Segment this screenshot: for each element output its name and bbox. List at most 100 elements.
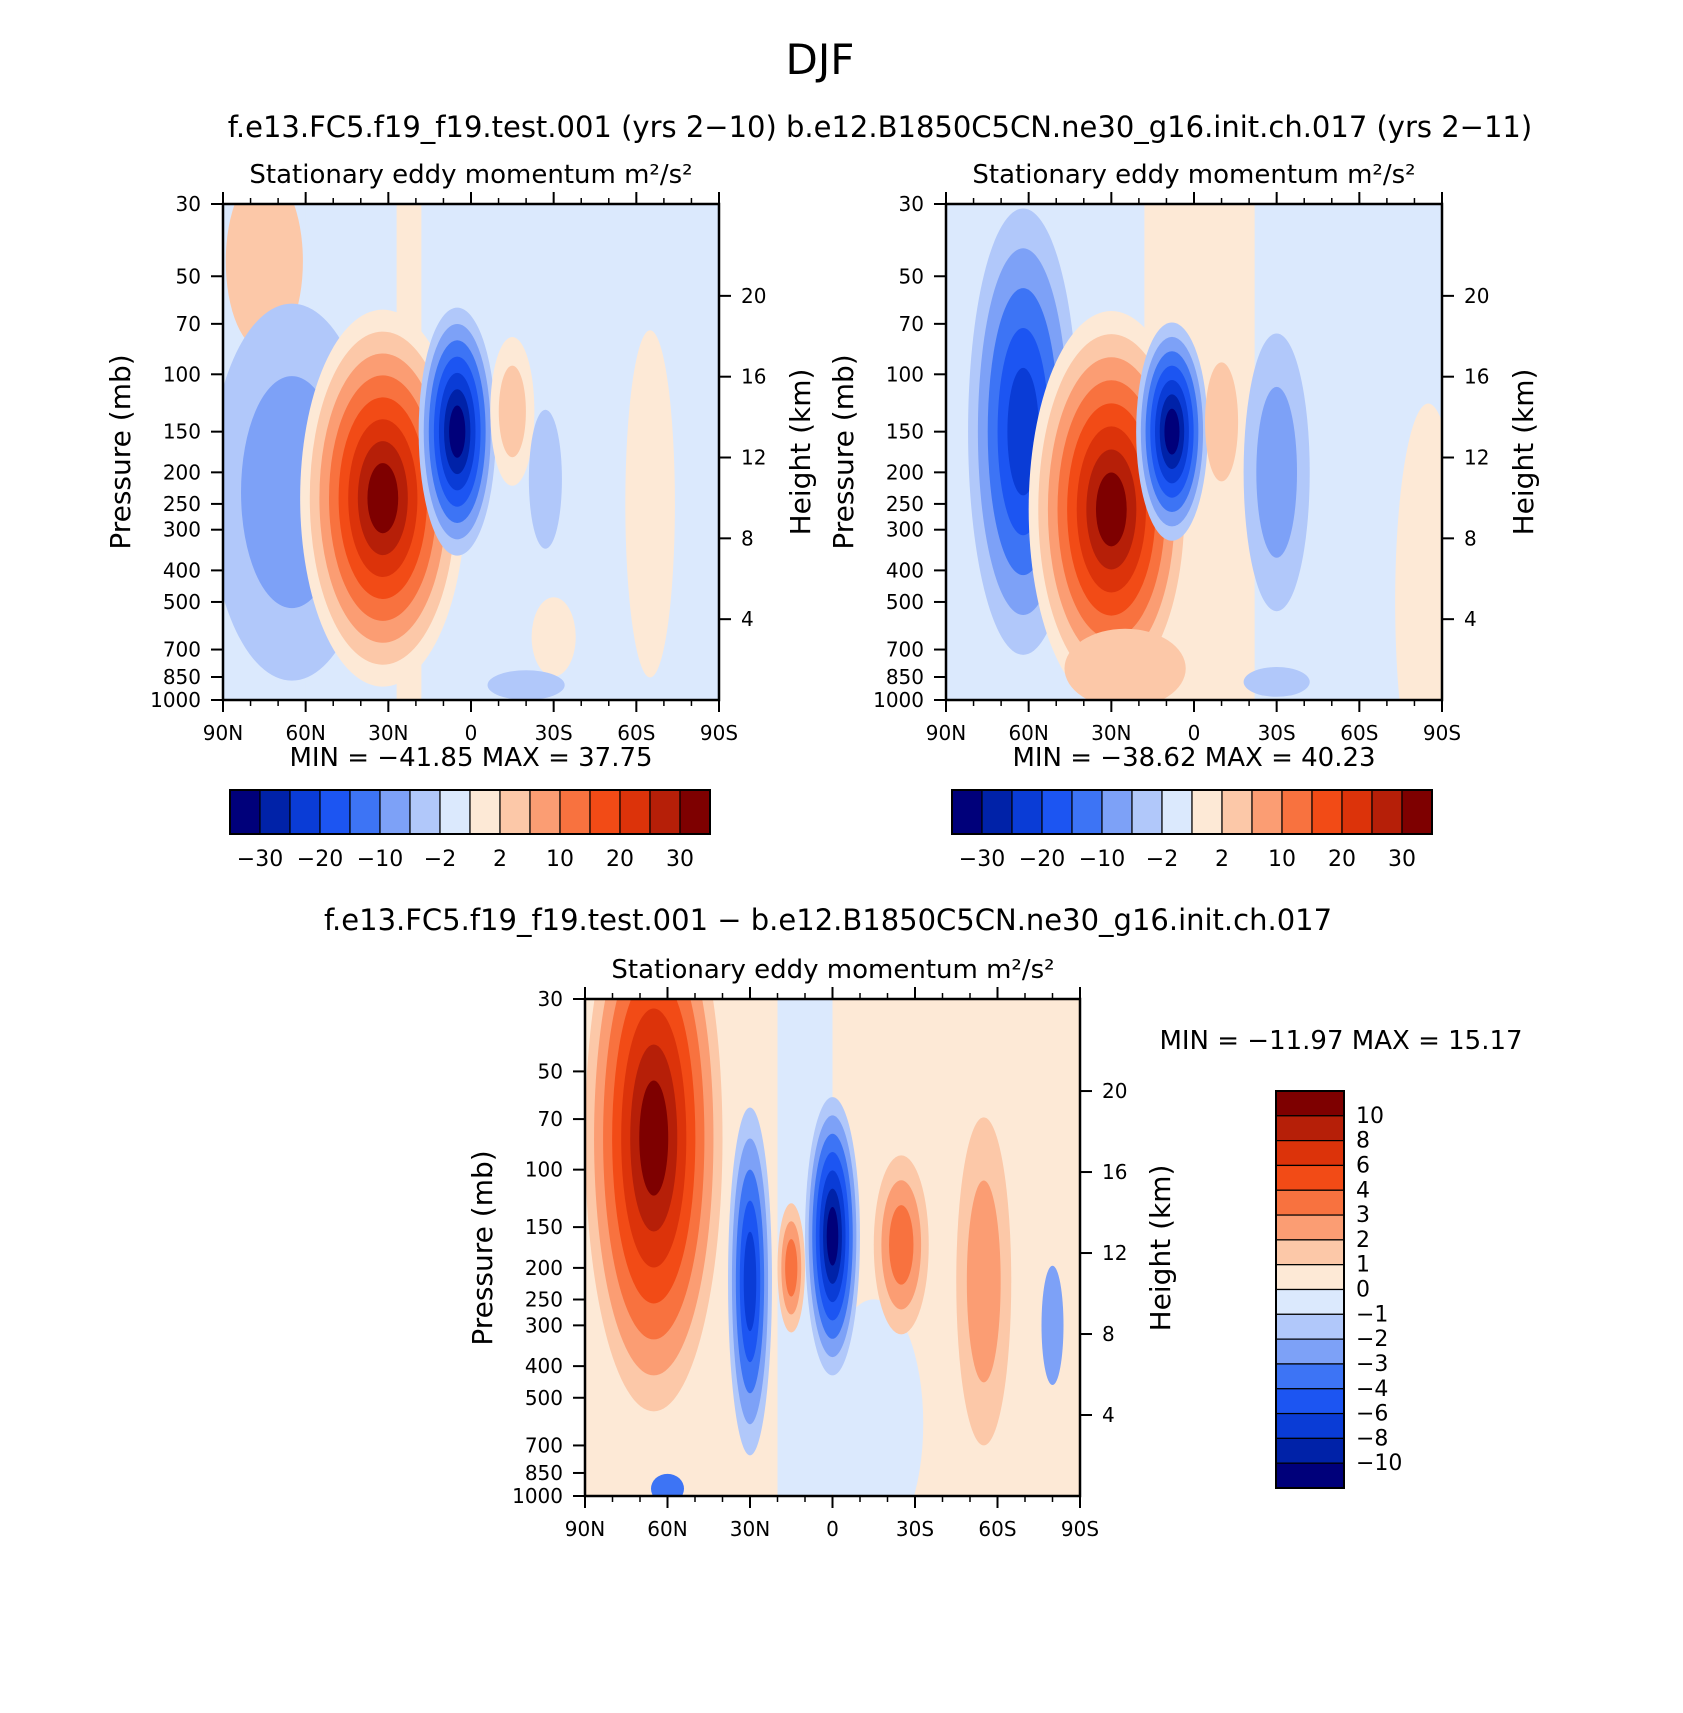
- x-tick-label: 30N: [368, 721, 408, 745]
- y-axis-label-right: Height (km): [1144, 1165, 1177, 1332]
- colorbar-swatch: [951, 789, 983, 835]
- panel-title: Stationary eddy momentum m²/s²: [611, 955, 1054, 985]
- figure-title: DJF: [786, 35, 855, 84]
- colorbar-label: −8: [1356, 1426, 1388, 1451]
- colorbar-label: −2: [424, 847, 456, 872]
- axes: 90N 60N 30N 0 30S 60S 90S 30 50 70 100 150 200 250300…: [512, 987, 1127, 1541]
- positive-lobe-south-level-1: [498, 365, 526, 458]
- y-tick-label: 100: [886, 362, 924, 386]
- colorbar-label: −20: [297, 847, 343, 872]
- bottom-header: f.e13.FC5.f19_f19.test.001 − b.e12.B1850…: [324, 903, 1332, 937]
- colorbar-swatch: [619, 789, 651, 835]
- y-axis-label: Pressure (mb): [827, 354, 860, 549]
- x-tick-label: 60N: [285, 721, 325, 745]
- x-tick-label: 30N: [730, 1517, 770, 1541]
- colorbar-label: 4: [1356, 1178, 1370, 1203]
- y-tick-label-right: 8: [1464, 526, 1477, 550]
- x-tick-label: 60S: [617, 721, 655, 745]
- y-tick-label: 1000: [873, 688, 924, 712]
- x-tick-label: 60N: [1008, 721, 1048, 745]
- negative-lobe-north-level-4: [743, 1231, 757, 1332]
- colorbar-swatch: [1341, 789, 1373, 835]
- panel-title: Stationary eddy momentum m²/s²: [972, 160, 1415, 190]
- y-tick-label: 200: [525, 1256, 563, 1280]
- colorbar-label: −1: [1356, 1302, 1388, 1327]
- y-tick-label-right: 4: [1464, 607, 1477, 631]
- colorbar-swatch: [289, 789, 321, 835]
- negative-minimum-level-6: [826, 1206, 839, 1266]
- x-tick-label: 90N: [565, 1517, 605, 1541]
- colorbar-label: 10: [1268, 847, 1296, 872]
- y-tick-label-right: 12: [741, 446, 766, 470]
- positive-maximum-level-6: [639, 1080, 669, 1196]
- y-tick-label-right: 12: [1464, 446, 1489, 470]
- y-tick-label: 400: [886, 558, 924, 582]
- y-tick-label-right: 20: [1102, 1079, 1127, 1103]
- y-tick-label: 100: [525, 1158, 563, 1182]
- colorbar-swatch: [1275, 1313, 1345, 1340]
- y-axis-label-right: Height (km): [784, 369, 817, 536]
- y-tick-label-right: 4: [741, 607, 754, 631]
- panel-top-left: Stationary eddy momentum m²/s² 90N 60N 30N…: [104, 160, 817, 872]
- y-tick-label: 700: [525, 1433, 563, 1457]
- panel-title: Stationary eddy momentum m²/s²: [249, 160, 692, 190]
- x-tick-label: 90N: [203, 721, 243, 745]
- y-axis-label-right: Height (km): [1507, 369, 1540, 536]
- colorbar-swatch: [1221, 789, 1253, 835]
- y-tick-label: 150: [525, 1215, 563, 1239]
- x-tick-label: 60S: [978, 1517, 1016, 1541]
- colorbar-swatch: [1275, 1437, 1345, 1464]
- y-tick-label: 850: [886, 665, 924, 689]
- colorbar-swatch: [1275, 1189, 1345, 1216]
- colorbar-label: 6: [1356, 1153, 1370, 1178]
- colorbar-label: −10: [357, 847, 403, 872]
- x-tick-label: 0: [1188, 721, 1201, 745]
- colorbar-swatch: [1275, 1462, 1345, 1489]
- colorbar-swatch: [229, 789, 261, 835]
- positive-band-far-south-level-1: [966, 1180, 1001, 1383]
- colorbar-swatch: [469, 789, 501, 835]
- colorbar-swatch: [1275, 1214, 1345, 1241]
- colorbar-frame: [229, 789, 711, 835]
- colorbar-label: 8: [1356, 1129, 1370, 1154]
- x-tick-label: 30S: [896, 1517, 934, 1541]
- positive-patch-surface: [1064, 628, 1186, 700]
- colorbar-swatch: [529, 789, 561, 835]
- negative-minimum-level-6: [1164, 408, 1180, 455]
- y-tick-label: 850: [163, 665, 201, 689]
- y-tick-label: 400: [163, 558, 201, 582]
- x-tick-label: 60N: [647, 1517, 687, 1541]
- colorbar-swatch: [439, 789, 471, 835]
- y-tick-label: 30: [899, 192, 924, 216]
- colorbar-swatch: [649, 789, 681, 835]
- x-tick-label: 30N: [1091, 721, 1131, 745]
- contour-field: [585, 999, 1080, 1496]
- y-tick-label: 1000: [150, 688, 201, 712]
- y-tick-label: 200: [163, 460, 201, 484]
- y-tick-label: 400: [525, 1354, 563, 1378]
- colorbar-swatch: [1371, 789, 1403, 835]
- positive-patch-low: [531, 597, 576, 677]
- y-tick-label: 1000: [512, 1484, 563, 1508]
- negative-patch-surface: [651, 1473, 684, 1496]
- colorbar-swatch: [1101, 789, 1133, 835]
- colorbar-label: 2: [493, 847, 507, 872]
- colorbar-swatch: [499, 789, 531, 835]
- y-tick-label: 150: [886, 420, 924, 444]
- colorbar-swatch: [1161, 789, 1193, 835]
- colorbar-swatch: [1275, 1264, 1345, 1291]
- y-tick-label: 50: [538, 1059, 563, 1083]
- y-tick-label: 300: [886, 518, 924, 542]
- y-tick-label-right: 20: [741, 284, 766, 308]
- colorbar-swatch: [1275, 1140, 1345, 1167]
- colorbar-label: −6: [1356, 1402, 1388, 1427]
- negative-minimum-level-6: [449, 405, 466, 458]
- min-max-label: MIN = −11.97 MAX = 15.17: [1159, 1026, 1522, 1056]
- colorbar-swatch: [349, 789, 381, 835]
- min-max-label: MIN = −38.62 MAX = 40.23: [1012, 743, 1375, 773]
- colorbar-swatch: [1275, 1164, 1345, 1191]
- colorbar-label: 3: [1356, 1203, 1370, 1228]
- colorbar-swatch: [1131, 789, 1163, 835]
- y-tick-label-right: 12: [1102, 1241, 1127, 1265]
- colorbar-swatch: [1191, 789, 1223, 835]
